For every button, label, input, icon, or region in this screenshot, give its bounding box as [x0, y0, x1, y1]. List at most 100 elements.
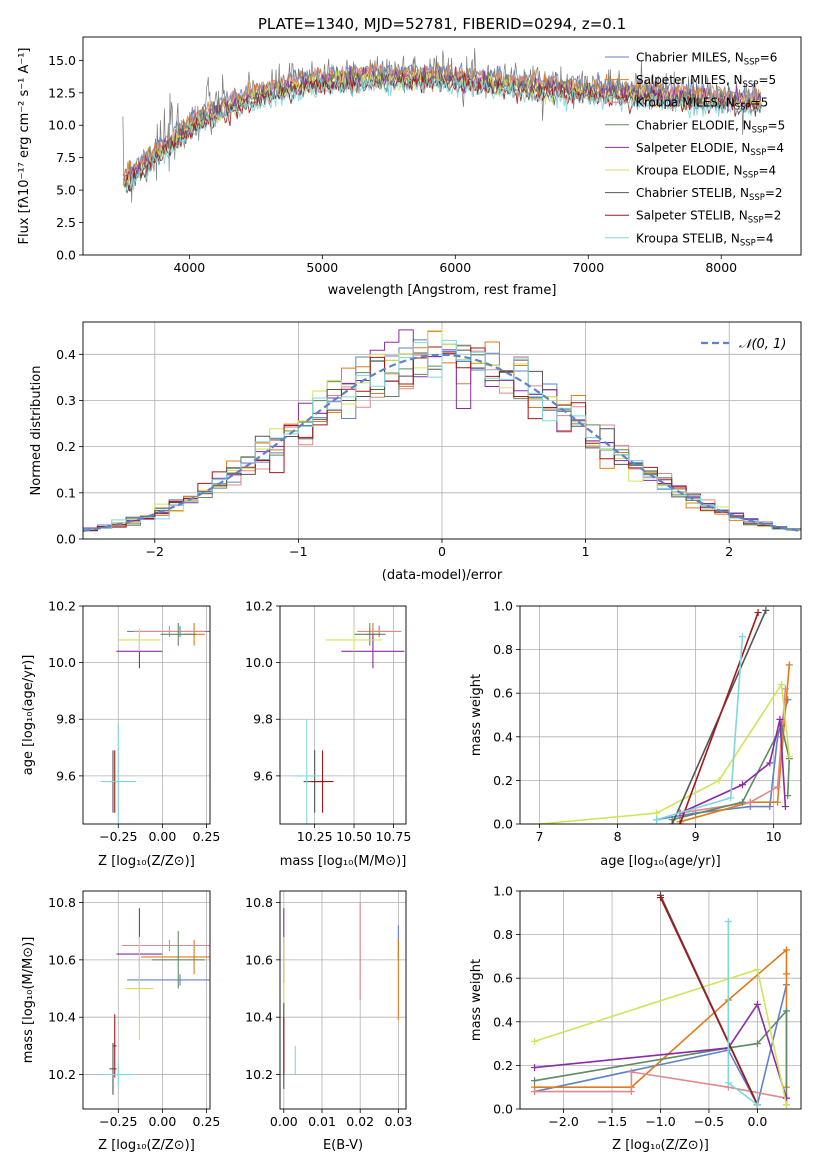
y-tick-label: 10.6	[48, 952, 76, 967]
weight-marker	[766, 803, 774, 811]
weight-marker	[784, 696, 792, 704]
y-tick-label: 10.2	[245, 599, 273, 614]
weight-marker	[776, 715, 784, 723]
legend-label-suffix: =5	[751, 96, 769, 110]
y-tick-label: 0.2	[56, 439, 76, 454]
legend: Chabrier MILES, NSSP=6 Salpeter MILES, NS…	[605, 51, 785, 248]
weight-line	[656, 636, 744, 821]
y-axis-label: mass weight	[469, 959, 484, 1041]
y-axis-label: Normed distribution	[29, 366, 44, 496]
y-tick-label: 0.6	[493, 686, 513, 701]
chart-spectrum: 4000 5000 6000 7000 8000 0.0 2.5 5.0 7.5 10.0 12.5…	[17, 36, 802, 298]
y-tick-label: 10.2	[48, 1067, 76, 1082]
chart-age-vs-Z: −0.25 0.00 0.25 9.6 9.8 10.0 10.2 Z [log₁₀(Z/Z⊙…	[21, 599, 221, 870]
weight-marker	[782, 1007, 790, 1015]
weight-marker	[676, 820, 684, 824]
y-tick-label: 5.0	[56, 183, 76, 198]
weight-marker	[531, 1037, 539, 1045]
x-tick-label: −0.25	[99, 829, 137, 844]
y-tick-label: 7.5	[56, 150, 76, 165]
axes-frame	[82, 605, 211, 825]
legend-label-suffix: =5	[758, 73, 776, 87]
weight-marker	[753, 965, 761, 973]
legend-label-sub: SSP	[744, 58, 760, 68]
weight-marker	[782, 1094, 790, 1102]
weight-marker	[754, 609, 762, 617]
y-tick-label: 10.4	[245, 1010, 273, 1025]
x-axis-label: Z [log₁₀(Z/Z⊙)]	[612, 1138, 709, 1153]
y-tick-label: 0.4	[493, 1014, 513, 1029]
plot-area	[100, 622, 210, 824]
chart-age-vs-mass: 10.25 10.50 10.75 9.6 9.8 10.0 10.2 mass [log₁₀…	[245, 599, 411, 870]
plot-area	[100, 908, 210, 1095]
x-tick-label: 10.25	[297, 829, 333, 844]
plot-area	[122, 47, 762, 203]
y-tick-label: 0.8	[493, 642, 513, 657]
y-tick-label: 10.8	[245, 895, 273, 910]
y-tick-label: 10.4	[48, 1010, 76, 1025]
legend-label-suffix: =2	[765, 186, 783, 200]
x-tick-label: −2.0	[548, 1114, 578, 1129]
plot-area	[531, 891, 790, 1109]
x-tick-label: 0.03	[384, 1114, 412, 1129]
axes-frame	[82, 890, 211, 1110]
legend-label-sub: SSP	[752, 125, 768, 135]
legend-label-suffix: =4	[766, 141, 784, 155]
x-tick-label: 0.25	[193, 1114, 221, 1129]
plot-area	[536, 606, 793, 824]
weight-line	[679, 612, 759, 824]
legend-label-sub: SSP	[740, 238, 756, 248]
y-tick-label: 0.0	[56, 532, 76, 547]
y-tick-label: 0.0	[56, 248, 76, 263]
legend-label: 𝒩(0, 1)	[739, 337, 786, 352]
model-spectrum-line	[124, 76, 761, 192]
weight-marker	[746, 798, 754, 806]
y-axis-label: mass [log₁₀(M/M⊙)]	[21, 937, 36, 1064]
y-tick-label: 10.0	[48, 655, 76, 670]
legend-label-sub: SSP	[735, 103, 751, 113]
plot-area	[83, 329, 801, 532]
x-tick-label: 1	[582, 544, 590, 559]
legend-label: Salpeter ELODIE, NSSP=4	[636, 141, 784, 158]
y-tick-label: 9.6	[253, 768, 273, 783]
x-tick-label: 7	[536, 829, 544, 844]
x-tick-label: 0.01	[308, 1114, 336, 1129]
legend-label-sub: SSP	[743, 80, 759, 90]
weight-marker	[715, 776, 723, 784]
y-tick-label: 15.0	[48, 53, 76, 68]
x-tick-label: 0.00	[148, 829, 176, 844]
weight-marker	[766, 759, 774, 767]
x-tick-label: −2	[146, 544, 164, 559]
x-tick-label: 0.25	[193, 829, 221, 844]
x-tick-label: 0	[438, 544, 446, 559]
weight-marker	[668, 820, 676, 824]
x-axis-label: E(B-V)	[323, 1138, 363, 1153]
y-tick-label: 2.5	[56, 215, 76, 230]
weight-marker	[727, 794, 735, 802]
x-tick-label: −1.5	[597, 1114, 627, 1129]
x-tick-label: 0.00	[270, 1114, 298, 1129]
y-tick-label: 0.6	[493, 971, 513, 986]
y-tick-label: 0.0	[493, 1102, 513, 1117]
legend-label-suffix: =2	[764, 209, 782, 223]
weight-marker	[531, 1077, 539, 1085]
y-axis-label: mass weight	[469, 674, 484, 756]
y-tick-label: 0.8	[493, 927, 513, 942]
axes-frame	[82, 321, 802, 540]
legend-label-suffix: =4	[758, 164, 776, 178]
y-tick-label: 0.2	[493, 1058, 513, 1073]
y-axis-label: Flux [fλ10⁻¹⁷ erg cm⁻² s⁻¹ A⁻¹]	[17, 48, 32, 245]
x-tick-label: 10.50	[336, 829, 372, 844]
legend-label: Chabrier MILES, NSSP=6	[636, 51, 777, 68]
plot-area	[294, 622, 405, 824]
legend-label: Chabrier ELODIE, NSSP=5	[636, 118, 785, 135]
y-tick-label: 9.8	[253, 712, 273, 727]
weight-marker	[738, 633, 746, 641]
y-tick-label: 0.4	[56, 347, 76, 362]
weight-marker	[627, 1088, 635, 1096]
y-tick-label: 0.0	[493, 817, 513, 832]
weight-marker	[657, 894, 664, 902]
legend-label-sub: SSP	[743, 171, 759, 181]
y-tick-label: 0.1	[56, 485, 76, 500]
axes-frame	[279, 605, 407, 825]
